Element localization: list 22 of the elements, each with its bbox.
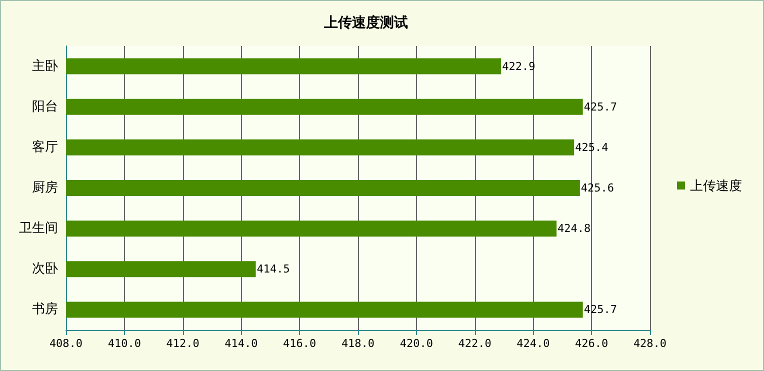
data-label: 424.8 (558, 222, 591, 236)
y-tick-label: 卫生间 (19, 221, 58, 236)
x-tick-label: 418.0 (341, 337, 375, 350)
y-tick-label: 主卧 (32, 58, 58, 74)
y-tick-label: 次卧 (32, 262, 58, 277)
y-tick-label: 客厅 (32, 138, 58, 155)
legend-label: 上传速度 (690, 178, 742, 193)
x-tick-label: 428.0 (633, 337, 667, 350)
y-tick-label: 阳台 (32, 99, 58, 114)
data-label: 414.5 (256, 262, 290, 276)
y-tick-label: 厨房 (32, 180, 58, 196)
x-tick-label: 426.0 (575, 337, 608, 350)
x-tick-label: 408.0 (49, 337, 83, 350)
x-tick-label: 416.0 (283, 337, 316, 350)
x-tick-label: 424.0 (516, 337, 550, 350)
x-tick-label: 420.0 (400, 337, 433, 350)
x-tick-label: 414.0 (224, 337, 258, 350)
x-tick-label: 412.0 (166, 337, 200, 350)
chart-title: 上传速度测试 (323, 14, 408, 31)
y-tick-label: 书房 (32, 301, 58, 318)
x-tick-label: 410.0 (108, 337, 141, 350)
x-tick-label: 422.0 (458, 337, 492, 350)
